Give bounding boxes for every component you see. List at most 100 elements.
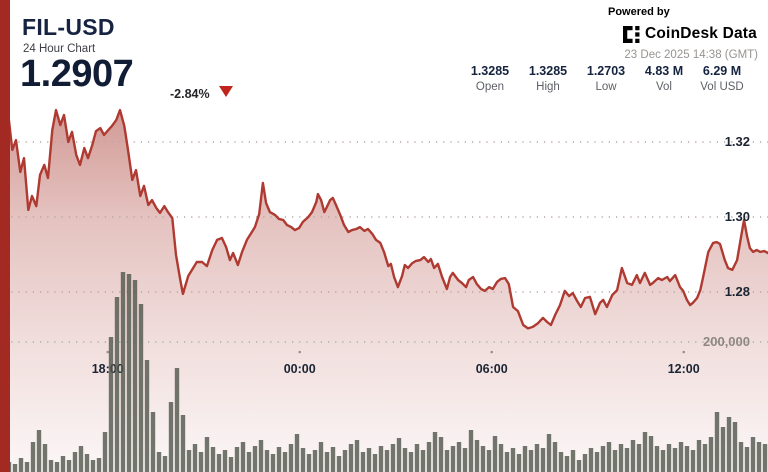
volume-bar: [450, 446, 456, 472]
volume-bar: [606, 442, 612, 472]
volume-bar: [480, 446, 486, 472]
volume-bar: [216, 454, 222, 472]
volume-bar: [312, 450, 318, 472]
volume-bars: [0, 272, 768, 472]
stats-row: 1.3285 Open 1.3285 High 1.2703 Low 4.83 …: [461, 64, 751, 93]
stat-low-label: Low: [595, 81, 617, 93]
volume-bar: [426, 442, 432, 472]
volume-bar: [432, 432, 438, 472]
stat-vol-value: 4.83 M: [644, 64, 684, 78]
volume-bar: [324, 452, 330, 472]
volume-bar: [288, 444, 294, 472]
volume-bar: [570, 450, 576, 472]
coindesk-brand[interactable]: CoinDesk Data: [623, 25, 757, 43]
volume-bar: [258, 440, 264, 472]
stat-open: 1.3285 Open: [461, 64, 519, 93]
volume-bar: [588, 448, 594, 472]
volume-bar: [150, 412, 156, 472]
volume-bar: [240, 442, 246, 472]
volume-bar: [624, 448, 630, 472]
volume-bar: [498, 444, 504, 472]
coindesk-logo-icon: [623, 25, 640, 43]
stat-low-value: 1.2703: [586, 64, 626, 78]
volume-bar: [564, 456, 570, 472]
volume-bar: [228, 457, 234, 472]
volume-bar: [402, 448, 408, 472]
volume-bar: [690, 450, 696, 472]
volume-bar: [630, 440, 636, 472]
volume-bar: [246, 452, 252, 472]
volume-bar: [24, 462, 30, 472]
volume-bar: [462, 448, 468, 472]
stat-high-value: 1.3285: [528, 64, 568, 78]
volume-bar: [90, 460, 96, 472]
x-axis-label: 00:00: [284, 362, 316, 376]
volume-bar: [108, 337, 114, 472]
volume-bar: [360, 452, 366, 472]
volume-bar: [252, 446, 258, 472]
brand-name: CoinDesk Data: [645, 25, 757, 42]
volume-bar: [204, 437, 210, 472]
volume-bar: [330, 447, 336, 472]
y-axis-label-volume: 200,000: [703, 334, 750, 349]
powered-by-label: Powered by: [608, 6, 670, 18]
volume-bar: [510, 448, 516, 472]
volume-bar: [306, 454, 312, 472]
volume-bar: [54, 462, 60, 472]
stat-vol-usd-value: 6.29 M: [702, 64, 742, 78]
volume-bar: [372, 454, 378, 472]
volume-bar: [342, 450, 348, 472]
volume-bar: [504, 452, 510, 472]
volume-bar: [552, 442, 558, 472]
volume-bar: [540, 448, 546, 472]
volume-bar: [654, 446, 660, 472]
volume-bar: [222, 450, 228, 472]
chart-subtitle: 24 Hour Chart: [23, 43, 96, 55]
volume-bar: [738, 442, 744, 472]
volume-bar: [438, 437, 444, 472]
volume-bar: [84, 454, 90, 472]
volume-bar: [72, 452, 78, 472]
volume-bar: [384, 450, 390, 472]
volume-bar: [294, 434, 300, 472]
volume-bar: [42, 444, 48, 472]
volume-bar: [336, 456, 342, 472]
volume-bar: [456, 442, 462, 472]
stat-high: 1.3285 High: [519, 64, 577, 93]
price-area-fill: [0, 110, 768, 472]
x-tick-dot: [682, 350, 686, 354]
price-line: [0, 108, 768, 330]
volume-bar: [420, 450, 426, 472]
stat-vol-label: Vol: [656, 81, 672, 93]
volume-bar: [300, 448, 306, 472]
stat-open-value: 1.3285: [470, 64, 510, 78]
volume-bar: [684, 446, 690, 472]
volume-bar: [486, 450, 492, 472]
stat-high-label: High: [536, 81, 560, 93]
down-triangle-icon: [219, 86, 233, 97]
stat-open-label: Open: [475, 81, 505, 93]
volume-bar: [162, 456, 168, 472]
volume-bar: [18, 458, 24, 472]
volume-bar: [192, 444, 198, 472]
volume-bar: [210, 447, 216, 472]
volume-bar: [30, 442, 36, 472]
volume-bar: [534, 444, 540, 472]
volume-bar: [102, 432, 108, 472]
volume-bar: [36, 430, 42, 472]
volume-bar: [366, 448, 372, 472]
volume-bar: [378, 446, 384, 472]
x-tick-dot: [106, 350, 110, 354]
volume-bar: [318, 442, 324, 472]
volume-bar: [474, 440, 480, 472]
volume-bar: [576, 460, 582, 472]
volume-bar: [726, 417, 732, 472]
volume-bar: [558, 452, 564, 472]
volume-bar: [660, 450, 666, 472]
volume-bar: [546, 434, 552, 472]
volume-bar: [132, 280, 138, 472]
symbol-title: FIL-USD: [22, 14, 115, 40]
volume-bar: [174, 368, 180, 472]
volume-bar: [714, 412, 720, 472]
